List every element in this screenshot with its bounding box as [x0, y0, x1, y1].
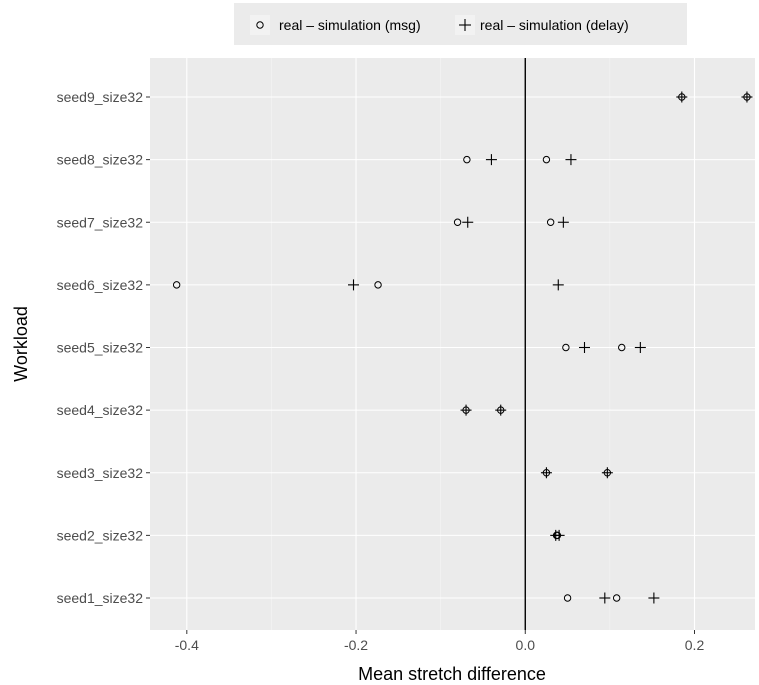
plot-panel — [150, 58, 755, 630]
point-msg — [546, 218, 555, 226]
point-delay — [601, 467, 613, 479]
y-tick-label: seed8_size32 — [57, 152, 144, 168]
point-msg — [542, 155, 551, 164]
y-tick-label: seed9_size32 — [57, 89, 144, 105]
data-points — [172, 91, 753, 604]
point-msg — [563, 594, 572, 602]
legend-label-delay: real – simulation (delay) — [480, 17, 629, 33]
y-axis-title: Workload — [11, 306, 31, 382]
point-delay — [495, 404, 507, 416]
y-tick-label: seed7_size32 — [57, 214, 144, 230]
x-axis: -0.4 -0.2 0.0 0.2 — [175, 630, 705, 653]
point-delay — [557, 216, 569, 228]
legend-marker-msg — [256, 21, 264, 29]
point-delay — [599, 592, 611, 604]
legend-marker-delay — [459, 19, 471, 31]
point-msg — [374, 281, 382, 289]
point-delay — [460, 404, 472, 416]
y-tick-label: seed3_size32 — [57, 465, 144, 481]
point-delay — [553, 529, 565, 541]
y-tick-label: seed2_size32 — [57, 527, 144, 543]
y-tick-label: seed6_size32 — [57, 277, 144, 293]
point-delay — [648, 592, 660, 604]
y-tick-label: seed5_size32 — [57, 340, 144, 356]
y-tick-label: seed1_size32 — [57, 590, 144, 606]
point-msg — [612, 594, 621, 602]
point-delay — [579, 342, 590, 353]
point-msg — [172, 281, 181, 289]
point-delay — [540, 467, 552, 479]
x-tick-label: 0.2 — [685, 637, 705, 653]
point-delay — [634, 342, 646, 353]
point-delay — [741, 91, 753, 103]
x-tick-label: 0.0 — [516, 637, 536, 653]
legend-key-msg — [250, 15, 270, 35]
point-delay — [552, 279, 564, 291]
point-delay — [565, 154, 577, 166]
y-tick-label: seed4_size32 — [57, 402, 144, 418]
x-tick-label: -0.2 — [344, 637, 368, 653]
point-delay — [485, 154, 497, 166]
point-delay — [462, 216, 474, 228]
grid-minor — [271, 58, 611, 630]
point-msg — [618, 343, 626, 352]
point-delay — [348, 279, 359, 291]
point-msg — [562, 343, 570, 352]
x-tick-label: -0.4 — [175, 637, 199, 653]
point-msg — [453, 218, 462, 226]
point-delay — [676, 91, 688, 103]
y-axis: seed1_size32 seed2_size32 seed3_size32 seed… — [57, 89, 150, 606]
legend: real – simulation (msg) real – simulatio… — [234, 3, 687, 45]
x-axis-title: Mean stretch difference — [358, 664, 546, 684]
point-msg — [463, 155, 471, 164]
legend-label-msg: real – simulation (msg) — [279, 17, 421, 33]
